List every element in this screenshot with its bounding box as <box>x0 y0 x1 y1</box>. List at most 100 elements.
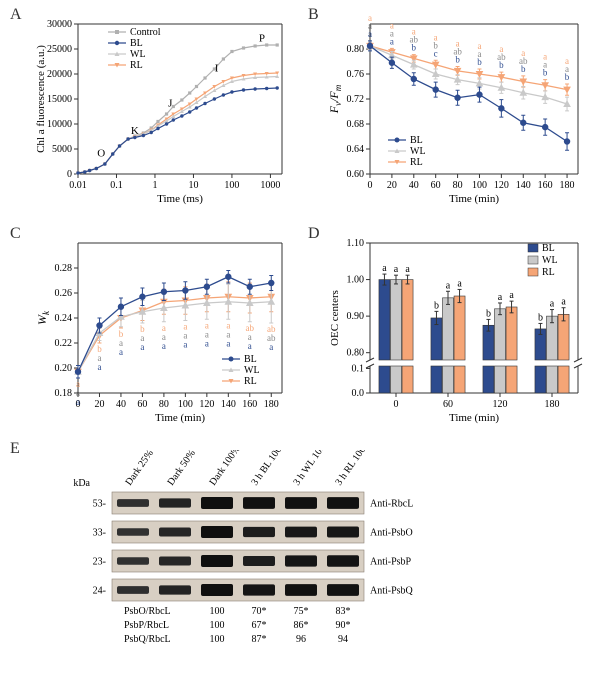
svg-text:0.28: 0.28 <box>55 263 73 274</box>
svg-text:Fv/Fm: Fv/Fm <box>327 84 343 114</box>
svg-text:b: b <box>538 312 543 323</box>
svg-text:I: I <box>215 63 219 75</box>
panel-e-label: E <box>10 440 20 458</box>
svg-text:0.60: 0.60 <box>347 169 365 180</box>
svg-text:a: a <box>97 362 101 372</box>
svg-text:0.1: 0.1 <box>110 180 123 191</box>
svg-text:140: 140 <box>221 399 236 410</box>
svg-text:87*: 87* <box>252 634 267 645</box>
svg-text:K: K <box>131 125 139 137</box>
svg-text:Anti-PsbO: Anti-PsbO <box>370 527 413 538</box>
svg-text:86*: 86* <box>294 620 309 631</box>
panel-a-label: A <box>10 6 22 24</box>
svg-text:WL: WL <box>244 365 260 376</box>
svg-text:96: 96 <box>296 634 306 645</box>
svg-text:a: a <box>390 36 394 46</box>
panel-d: 0.800.901.001.100.00.1Time (min)OEC cent… <box>326 235 586 425</box>
svg-text:a: a <box>382 263 387 274</box>
svg-text:94: 94 <box>338 634 348 645</box>
svg-text:b: b <box>521 64 526 74</box>
svg-text:100: 100 <box>210 606 225 617</box>
svg-text:15000: 15000 <box>47 94 72 105</box>
svg-text:80: 80 <box>453 180 463 191</box>
svg-text:10: 10 <box>188 180 198 191</box>
svg-text:60: 60 <box>431 180 441 191</box>
svg-text:0.72: 0.72 <box>347 94 365 105</box>
svg-text:a: a <box>76 397 80 407</box>
svg-text:0.18: 0.18 <box>55 388 73 399</box>
svg-text:0.90: 0.90 <box>347 311 365 322</box>
svg-text:PsbO/RbcL: PsbO/RbcL <box>124 606 171 617</box>
svg-text:PsbQ/RbcL: PsbQ/RbcL <box>124 634 171 645</box>
svg-text:BL: BL <box>410 135 423 146</box>
svg-text:WL: WL <box>410 146 426 157</box>
svg-text:140: 140 <box>516 180 531 191</box>
svg-text:1.00: 1.00 <box>347 275 365 286</box>
svg-text:100: 100 <box>472 180 487 191</box>
svg-text:Wk: Wk <box>35 310 51 325</box>
svg-text:a: a <box>561 297 566 308</box>
svg-text:a: a <box>550 299 555 310</box>
svg-text:10000: 10000 <box>47 119 72 130</box>
svg-text:a: a <box>162 341 166 351</box>
svg-text:Time (min): Time (min) <box>449 193 499 205</box>
svg-text:80: 80 <box>159 399 169 410</box>
svg-text:Anti-RbcL: Anti-RbcL <box>370 498 413 509</box>
svg-text:180: 180 <box>560 180 575 191</box>
svg-text:RL: RL <box>542 267 555 278</box>
panel-c: 0204060801001201401601800.180.200.220.24… <box>30 235 290 425</box>
svg-text:RL: RL <box>244 376 257 387</box>
svg-text:a: a <box>269 342 273 352</box>
svg-text:Anti-PsbQ: Anti-PsbQ <box>370 585 414 596</box>
svg-text:Time (min): Time (min) <box>155 412 205 424</box>
svg-text:23-: 23- <box>93 556 106 567</box>
svg-text:1000: 1000 <box>260 180 280 191</box>
svg-text:Control: Control <box>130 27 161 38</box>
figure-root: A 0.010.11101001000050001000015000200002… <box>0 0 600 677</box>
svg-text:a: a <box>248 341 252 351</box>
svg-text:b: b <box>543 68 548 78</box>
svg-text:0: 0 <box>394 399 399 410</box>
svg-text:30000: 30000 <box>47 19 72 30</box>
svg-text:Dark 100%: Dark 100% <box>207 450 242 488</box>
svg-text:20000: 20000 <box>47 69 72 80</box>
svg-text:OEC centers: OEC centers <box>329 290 341 346</box>
svg-text:a: a <box>394 264 399 275</box>
svg-text:b: b <box>434 300 439 311</box>
panel-b: 0204060801001201401601800.600.640.680.72… <box>326 16 586 206</box>
svg-text:75*: 75* <box>294 606 309 617</box>
svg-text:40: 40 <box>409 180 419 191</box>
svg-text:a: a <box>498 292 503 303</box>
svg-text:0.76: 0.76 <box>347 69 365 80</box>
svg-text:24-: 24- <box>93 585 106 596</box>
svg-text:0.0: 0.0 <box>352 388 365 399</box>
svg-text:BL: BL <box>130 38 143 49</box>
svg-text:b: b <box>477 57 482 67</box>
svg-text:83*: 83* <box>336 606 351 617</box>
svg-text:0.24: 0.24 <box>55 313 73 324</box>
svg-text:WL: WL <box>130 49 146 60</box>
svg-text:180: 180 <box>264 399 279 410</box>
svg-text:120: 120 <box>199 399 214 410</box>
svg-text:a: a <box>405 264 410 275</box>
svg-text:1: 1 <box>152 180 157 191</box>
svg-text:5000: 5000 <box>52 144 72 155</box>
svg-text:a: a <box>119 347 123 357</box>
svg-text:100: 100 <box>178 399 193 410</box>
svg-text:0.26: 0.26 <box>55 288 73 299</box>
svg-text:60: 60 <box>443 399 453 410</box>
svg-text:20: 20 <box>387 180 397 191</box>
svg-text:b: b <box>455 55 460 65</box>
svg-text:53-: 53- <box>93 498 106 509</box>
panel-b-label: B <box>308 6 319 24</box>
svg-text:70*: 70* <box>252 606 267 617</box>
svg-text:a: a <box>183 340 187 350</box>
svg-text:J: J <box>168 98 173 110</box>
svg-text:b: b <box>412 43 417 53</box>
svg-text:c: c <box>434 48 438 58</box>
svg-text:Time (ms): Time (ms) <box>157 193 203 205</box>
svg-text:0.80: 0.80 <box>347 348 365 359</box>
svg-text:0.80: 0.80 <box>347 44 365 55</box>
svg-text:67*: 67* <box>252 620 267 631</box>
svg-text:Anti-PsbP: Anti-PsbP <box>370 556 412 567</box>
